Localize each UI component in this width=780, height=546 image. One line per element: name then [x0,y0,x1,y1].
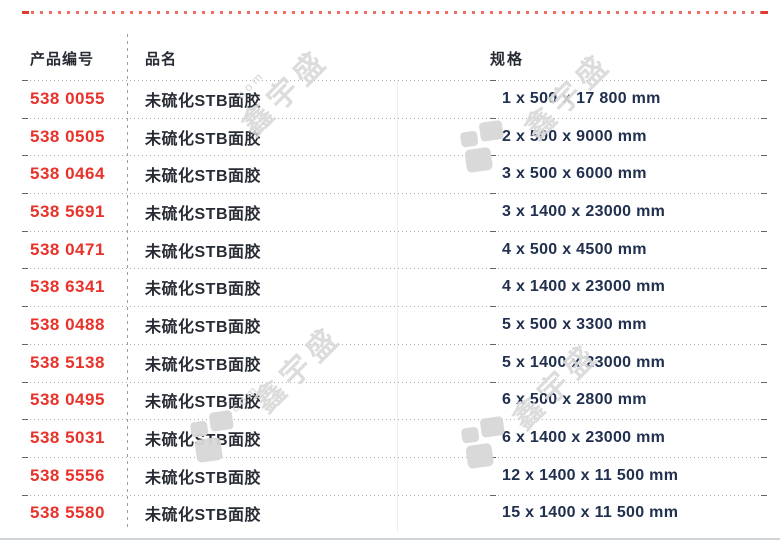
separator-dash [22,193,28,195]
product-code-cell: 538 0495 [30,390,105,410]
separator-dash [22,456,28,458]
product-name-cell: 未硫化STB面胶 [145,318,262,336]
product-name-cell: 未硫化STB面胶 [145,356,262,374]
product-name-cell: 未硫化STB面胶 [145,243,262,261]
bottom-rule [0,538,780,540]
product-name-cell: 未硫化STB面胶 [145,205,262,223]
product-name-cell: 未硫化STB面胶 [145,92,262,110]
separator-dash [490,230,496,232]
separator-dash [761,456,767,458]
product-spec-cell: 15 x 1400 x 11 500 mm [502,504,679,522]
product-spec-cell: 6 x 500 x 2800 mm [502,391,647,409]
separator-dash [490,80,496,81]
table-row: 538 0464 未硫化STB面胶 3 x 500 x 6000 mm [22,155,768,193]
product-code-cell: 538 5580 [30,503,105,523]
separator-dash [490,117,496,119]
product-name-cell: 未硫化STB面胶 [145,469,262,487]
table-row: 538 5138 未硫化STB面胶 5 x 1400 x 23000 mm [22,343,768,382]
product-spec-cell: 4 x 1400 x 23000 mm [502,278,666,296]
product-spec-cell: 4 x 500 x 4500 mm [502,240,647,258]
product-spec-cell: 6 x 1400 x 23000 mm [502,429,666,447]
table-row: 538 5580 未硫化STB面胶 15 x 1400 x 11 500 mm [22,494,768,533]
separator-dash [22,381,28,383]
separator-dash [761,230,767,232]
separator-dash [761,193,767,195]
separator-dash [490,306,496,308]
table-row: 538 0495 未硫化STB面胶 6 x 500 x 2800 mm [22,381,768,420]
separator-dash [22,230,28,232]
product-name-cell: 未硫化STB面胶 [145,130,262,148]
table-row: 538 0055 未硫化STB面胶 1 x 500 x 17 800 mm [22,80,768,118]
header-product-name: 品名 [145,50,178,68]
product-table: 产品编号 品名 规格 538 0055 未硫化STB面胶 1 x 500 x 1… [22,36,768,533]
product-spec-cell: 5 x 1400 x 23000 mm [502,353,666,371]
separator-dash [761,381,767,383]
table-body: 538 0055 未硫化STB面胶 1 x 500 x 17 800 mm 53… [22,80,768,532]
product-name-cell: 未硫化STB面胶 [145,168,262,186]
product-spec-cell: 5 x 500 x 3300 mm [502,315,647,333]
product-spec-cell: 1 x 500 x 17 800 mm [502,89,661,107]
product-code-cell: 538 0471 [30,239,105,259]
table-row: 538 6341 未硫化STB面胶 4 x 1400 x 23000 mm [22,268,768,306]
product-name-cell: 未硫化STB面胶 [145,281,262,299]
separator-dash [490,268,496,270]
product-code-cell: 538 0505 [30,126,105,146]
table-row: 538 0488 未硫化STB面胶 5 x 500 x 3300 mm [22,306,768,344]
separator-dash [490,419,496,421]
separator-dash [761,117,767,119]
separator-dash [490,155,496,157]
separator-dash [22,494,28,496]
separator-dash [761,343,767,345]
separator-dash [761,80,767,81]
separator-dash [22,80,28,81]
separator-dash [490,381,496,383]
separator-dash [761,155,767,157]
product-code-cell: 538 5691 [30,201,105,221]
separator-dash [761,268,767,270]
product-code-cell: 538 0055 [30,88,105,108]
product-spec-cell: 2 x 500 x 9000 mm [502,127,647,145]
product-spec-cell: 3 x 1400 x 23000 mm [502,202,666,220]
header-spec: 规格 [490,50,525,68]
separator-dash [490,456,496,458]
table-row: 538 5556 未硫化STB面胶 12 x 1400 x 11 500 mm [22,456,768,495]
separator-dash [22,117,28,119]
separator-dash [490,193,496,195]
separator-dash [761,419,767,421]
product-code-cell: 538 0488 [30,314,105,334]
header-product-code: 产品编号 [30,50,95,68]
column-separator-faint [397,80,398,532]
product-name-cell: 未硫化STB面胶 [145,394,262,412]
separator-dash [22,268,28,270]
product-name-cell: 未硫化STB面胶 [145,432,262,450]
separator-dash [490,494,496,496]
product-spec-cell: 3 x 500 x 6000 mm [502,165,647,183]
top-red-dotted-divider [22,11,768,14]
table-row: 538 5691 未硫化STB面胶 3 x 1400 x 23000 mm [22,193,768,231]
separator-dash [22,419,28,421]
separator-dash [761,306,767,308]
product-code-cell: 538 5031 [30,428,105,448]
product-code-cell: 538 5138 [30,352,105,372]
product-code-cell: 538 6341 [30,277,105,297]
table-row: 538 5031 未硫化STB面胶 6 x 1400 x 23000 mm [22,419,768,457]
table-row: 538 0471 未硫化STB面胶 4 x 500 x 4500 mm [22,230,768,269]
table-header-row: 产品编号 品名 规格 [22,36,768,80]
product-name-cell: 未硫化STB面胶 [145,507,262,525]
product-code-cell: 538 5556 [30,465,105,485]
column-separator-dashed [127,34,128,531]
separator-dash [22,155,28,157]
product-code-cell: 538 0464 [30,164,105,184]
separator-dash [22,306,28,308]
table-row: 538 0505 未硫化STB面胶 2 x 500 x 9000 mm [22,117,768,156]
separator-dash [761,494,767,496]
product-spec-cell: 12 x 1400 x 11 500 mm [502,466,679,484]
separator-dash [22,343,28,345]
separator-dash [490,343,496,345]
